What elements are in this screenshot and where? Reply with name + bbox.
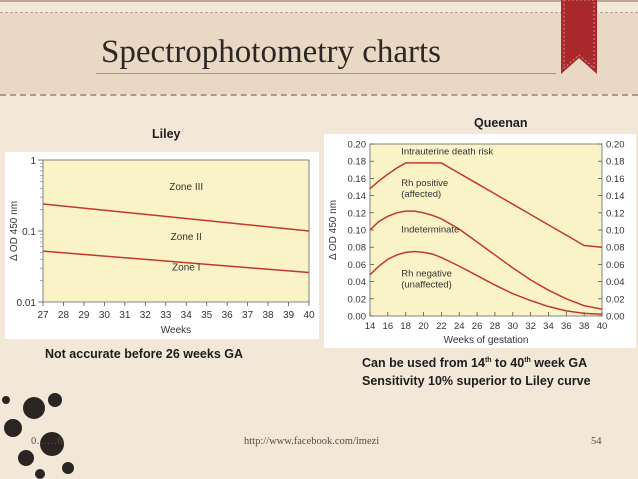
liley-plot-area [42, 159, 310, 303]
queenan-x-tick-label: 40 [597, 321, 608, 332]
queenan-zone-boundary-curve-1 [369, 162, 603, 248]
dashed-divider-top [0, 12, 638, 13]
footer-url[interactable]: http://www.facebook.com/imezi [244, 436, 380, 447]
queenan-x-tick-label: 24 [454, 321, 465, 332]
queenan-y-axis-label: Δ OD 450 nm [328, 200, 339, 260]
liley-x-tick-label: 33 [160, 310, 172, 321]
queenan-y-tick-label-right: 0.10 [606, 226, 625, 237]
queenan-x-tick-label: 28 [490, 321, 501, 332]
queenan-zone-boundary-curve-3 [369, 250, 603, 316]
queenan-y-tick-label-left: 0.00 [348, 312, 367, 323]
queenan-zone-label: (unaffected) [401, 279, 452, 290]
queenan-zone-label: Indeterminate [401, 225, 459, 236]
queenan-y-tick-label-left: 0.16 [348, 174, 367, 185]
liley-x-axis-label: Weeks [161, 325, 191, 336]
queenan-y-tick-label-left: 0.10 [348, 226, 367, 237]
queenan-zone-label: Intrauterine death risk [401, 146, 493, 157]
queenan-zone-label: (affected) [401, 189, 441, 200]
bookmark-ribbon-icon [561, 0, 597, 74]
liley-x-tick-label: 36 [222, 310, 234, 321]
queenan-x-tick-label: 14 [365, 321, 376, 332]
queenan-x-tick-label: 36 [561, 321, 572, 332]
liley-zone-label: Zone II [171, 232, 202, 243]
queenan-note-2: Sensitivity 10% superior to Liley curve [362, 374, 591, 388]
queenan-note-1-b: to 40 [491, 356, 525, 370]
liley-zone-label: Zone I [172, 262, 200, 273]
liley-x-tick-label: 39 [283, 310, 295, 321]
liley-x-tick-label: 28 [58, 310, 70, 321]
liley-zone-boundary-line-2 [42, 250, 310, 274]
queenan-x-tick-label: 38 [579, 321, 590, 332]
slide-title: Spectrophotometry charts [101, 34, 441, 70]
queenan-label: Queenan [474, 116, 528, 130]
liley-chart-panel: 1 0.1 0.01 27 28 29 30 31 32 33 34 35 36 37 38 39 40 Week… [5, 152, 319, 339]
liley-note: Not accurate before 26 weeks GA [45, 347, 243, 361]
queenan-note-1: Can be used from 14th to 40th week GA [362, 356, 587, 370]
queenan-x-tick-label: 34 [543, 321, 554, 332]
liley-y-tick-label: 1 [30, 156, 36, 167]
queenan-x-tick-label: 32 [525, 321, 536, 332]
top-border [0, 0, 638, 2]
liley-zone-boundary-line-1 [42, 203, 310, 232]
queenan-y-tick-label-right: 0.16 [606, 174, 625, 185]
queenan-chart-panel: 0.00 0.00 0.02 0.02 0.04 0.04 0.06 0.06 0.08 0.08… [324, 134, 636, 348]
queenan-y-tick-label-left: 0.20 [348, 140, 367, 151]
queenan-y-tick-label-left: 0.04 [348, 277, 367, 288]
queenan-note-1-a: Can be used from 14 [362, 356, 485, 370]
queenan-y-tick-label-right: 0.12 [606, 208, 625, 219]
liley-zone-label: Zone III [169, 182, 203, 193]
liley-x-tick-label: 30 [99, 310, 111, 321]
liley-y-tick-label: 0.01 [17, 298, 37, 309]
queenan-y-tick-label-right: 0.04 [606, 277, 625, 288]
dashed-divider-bottom [0, 94, 638, 96]
queenan-y-tick-label-right: 0.18 [606, 157, 625, 168]
queenan-y-tick-label-right: 0.20 [606, 140, 625, 151]
liley-y-axis-label: Δ OD 450 nm [9, 201, 20, 261]
queenan-y-tick-label-right: 0.00 [606, 312, 625, 323]
queenan-x-tick-label: 20 [418, 321, 429, 332]
footer-page-number: 54 [591, 436, 602, 447]
title-underline [96, 73, 556, 74]
queenan-chart: 0.00 0.00 0.02 0.02 0.04 0.04 0.06 0.06 0.08 0.08… [328, 140, 625, 347]
liley-y-tick-label: 0.1 [22, 227, 36, 238]
decorative-ink-blobs [2, 393, 74, 479]
liley-x-tick-label: 37 [242, 310, 254, 321]
liley-x-tick-label: 32 [140, 310, 152, 321]
queenan-y-tick-label-right: 0.02 [606, 294, 625, 305]
queenan-y-tick-label-right: 0.14 [606, 191, 625, 202]
queenan-y-tick-label-left: 0.12 [348, 208, 367, 219]
liley-x-tick-label: 27 [37, 310, 49, 321]
queenan-x-tick-label: 30 [507, 321, 518, 332]
queenan-x-tick-label: 26 [472, 321, 483, 332]
queenan-zone-label: Rh negative [401, 268, 452, 279]
queenan-y-tick-label-left: 0.08 [348, 243, 367, 254]
liley-x-tick-label: 35 [201, 310, 213, 321]
queenan-y-tick-label-left: 0.14 [348, 191, 367, 202]
queenan-zone-label: Rh positive [401, 178, 448, 189]
liley-x-tick-label: 38 [263, 310, 275, 321]
queenan-x-axis-label: Weeks of gestation [444, 335, 529, 346]
queenan-y-tick-label-left: 0.02 [348, 294, 367, 305]
queenan-x-tick-label: 16 [383, 321, 394, 332]
title-band [0, 13, 638, 94]
queenan-note-1-sup1: th [484, 356, 492, 364]
liley-x-tick-label: 34 [181, 310, 193, 321]
queenan-y-tick-label-right: 0.08 [606, 243, 625, 254]
queenan-y-tick-label-left: 0.06 [348, 260, 367, 271]
queenan-plot-area [369, 143, 603, 317]
liley-x-tick-label: 31 [119, 310, 131, 321]
queenan-zone-boundary-curve-2 [369, 210, 603, 310]
liley-x-tick-label: 29 [78, 310, 90, 321]
queenan-x-tick-label: 18 [400, 321, 411, 332]
queenan-note-1-sup2: th [524, 356, 531, 364]
queenan-note-1-c: week GA [530, 356, 588, 370]
liley-label: Liley [152, 127, 181, 141]
footer-date: 0……6 [31, 436, 63, 447]
liley-x-tick-label: 40 [303, 310, 315, 321]
queenan-y-tick-label-right: 0.06 [606, 260, 625, 271]
queenan-x-tick-label: 22 [436, 321, 447, 332]
queenan-y-tick-label-left: 0.18 [348, 157, 367, 168]
